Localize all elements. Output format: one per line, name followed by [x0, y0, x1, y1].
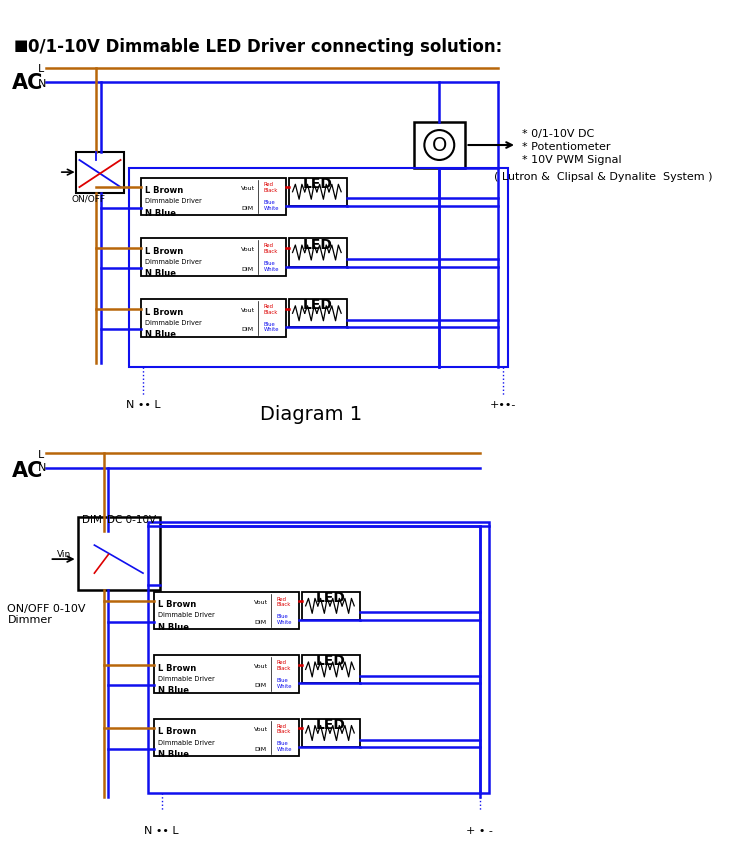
Text: ■: ■ — [14, 37, 28, 53]
Text: DIM: DIM — [242, 206, 254, 211]
Text: N •• L: N •• L — [144, 825, 179, 836]
Text: Red
Black: Red Black — [277, 660, 291, 671]
Text: DIM: DIM — [82, 515, 102, 525]
Text: ON/OFF 0-10V: ON/OFF 0-10V — [8, 604, 86, 614]
Text: Vout: Vout — [242, 246, 255, 252]
Text: L: L — [38, 64, 44, 74]
Text: L Brown: L Brown — [158, 664, 196, 673]
Bar — [302, 655, 360, 683]
Text: N Blue: N Blue — [158, 686, 189, 695]
Bar — [76, 152, 124, 193]
Bar — [154, 655, 299, 693]
Text: DC 0-10V: DC 0-10V — [107, 515, 157, 525]
Text: L Brown: L Brown — [158, 728, 196, 736]
Text: Blue
White: Blue White — [263, 261, 279, 272]
Text: LED: LED — [316, 654, 346, 668]
Text: Blue
White: Blue White — [277, 741, 292, 752]
Text: Vout: Vout — [254, 600, 268, 605]
Text: LED: LED — [316, 591, 346, 605]
Text: LED: LED — [316, 718, 346, 732]
Text: ( Lutron &  Clipsal & Dynalite  System ): ( Lutron & Clipsal & Dynalite System ) — [494, 172, 712, 182]
Text: Diagram 1: Diagram 1 — [260, 405, 362, 424]
Text: +••-: +••- — [490, 400, 516, 411]
Text: Red
Black: Red Black — [263, 183, 278, 193]
Text: N Blue: N Blue — [158, 750, 189, 759]
Text: Vin: Vin — [57, 550, 71, 558]
Text: N Blue: N Blue — [158, 623, 189, 632]
Bar — [302, 719, 360, 747]
Text: Blue
White: Blue White — [263, 200, 279, 211]
Text: Dimmable Driver: Dimmable Driver — [145, 259, 202, 265]
Text: Blue
White: Blue White — [263, 321, 279, 332]
Text: L Brown: L Brown — [158, 600, 196, 609]
Text: Vout: Vout — [242, 308, 255, 313]
Bar — [77, 517, 160, 590]
Text: Vout: Vout — [242, 186, 255, 191]
Bar — [148, 522, 489, 793]
Text: AC: AC — [12, 73, 44, 93]
Bar — [141, 239, 286, 276]
Text: Red
Black: Red Black — [263, 243, 278, 254]
Text: DIM: DIM — [242, 267, 254, 271]
Text: N: N — [38, 79, 46, 88]
Text: 0/1-10V Dimmable LED Driver connecting solution:: 0/1-10V Dimmable LED Driver connecting s… — [28, 37, 502, 55]
Text: N Blue: N Blue — [145, 330, 176, 339]
Text: Dimmable Driver: Dimmable Driver — [158, 676, 214, 682]
Text: * 10V PWM Signal: * 10V PWM Signal — [521, 156, 621, 165]
Text: N: N — [38, 463, 46, 473]
Text: LED: LED — [303, 298, 333, 312]
Text: L Brown: L Brown — [145, 186, 183, 196]
Text: Vout: Vout — [254, 664, 268, 669]
Circle shape — [424, 130, 454, 160]
Text: L Brown: L Brown — [145, 308, 183, 317]
Text: N •• L: N •• L — [126, 400, 160, 411]
Bar — [129, 168, 508, 367]
Bar — [302, 592, 360, 620]
Text: Dimmable Driver: Dimmable Driver — [145, 198, 202, 204]
Text: Vout: Vout — [254, 728, 268, 733]
Text: AC: AC — [12, 461, 44, 481]
Bar — [141, 178, 286, 215]
Bar — [289, 239, 346, 267]
Text: L Brown: L Brown — [145, 246, 183, 256]
Bar — [414, 122, 466, 168]
Text: Dimmer: Dimmer — [8, 615, 52, 626]
Text: Dimmable Driver: Dimmable Driver — [158, 740, 214, 745]
Bar — [154, 592, 299, 629]
Text: L: L — [38, 450, 44, 460]
Text: Red
Black: Red Black — [277, 723, 291, 734]
Text: DIM: DIM — [254, 620, 266, 625]
Text: DIM: DIM — [254, 683, 266, 689]
Text: DIM: DIM — [254, 747, 266, 752]
Text: * Potentiometer: * Potentiometer — [521, 142, 610, 152]
Text: Blue
White: Blue White — [277, 677, 292, 688]
Text: N Blue: N Blue — [145, 208, 176, 218]
Bar — [289, 299, 346, 327]
Bar — [289, 178, 346, 206]
Text: * 0/1-10V DC: * 0/1-10V DC — [521, 129, 594, 139]
Text: + • -: + • - — [466, 825, 493, 836]
Text: Blue
White: Blue White — [277, 615, 292, 625]
Bar — [154, 719, 299, 756]
Text: LED: LED — [303, 177, 333, 190]
Text: ON/OFF: ON/OFF — [71, 195, 105, 203]
Text: DIM: DIM — [242, 327, 254, 332]
Text: LED: LED — [303, 237, 333, 252]
Text: N Blue: N Blue — [145, 269, 176, 278]
Text: Red
Black: Red Black — [263, 304, 278, 314]
Text: O: O — [431, 135, 447, 155]
Text: Red
Black: Red Black — [277, 597, 291, 607]
Bar — [141, 299, 286, 337]
Text: Dimmable Driver: Dimmable Driver — [145, 320, 202, 326]
Text: Dimmable Driver: Dimmable Driver — [158, 612, 214, 619]
